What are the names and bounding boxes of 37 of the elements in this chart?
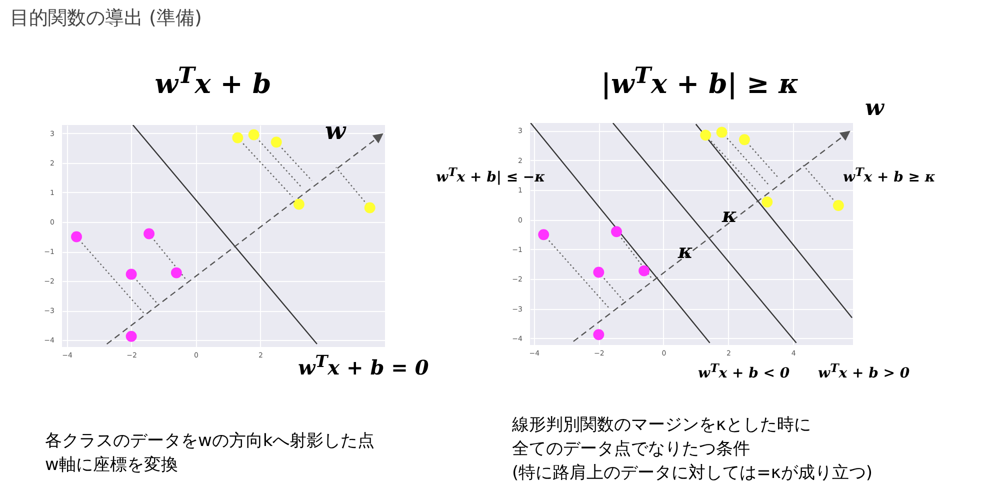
point	[762, 196, 773, 208]
text: w	[865, 95, 884, 121]
point	[126, 268, 137, 280]
point	[832, 200, 844, 211]
chart-subtitle: |w$^{T}$x + b| ≥ κ	[601, 63, 799, 100]
chart-subtitle: w$^{T}$x + b	[154, 63, 272, 100]
annotation: κ	[722, 203, 737, 227]
annotation: w	[325, 116, 346, 145]
text: w$^{T}$x + b = 0	[298, 351, 429, 380]
text: w軸に座標を変換	[45, 455, 178, 475]
text: (特に路肩上のデータに対しては=κが成り立つ)	[512, 463, 873, 483]
point	[144, 228, 155, 240]
point	[738, 134, 750, 146]
text: 線形判別関数のマージンをκとした時に	[512, 415, 812, 435]
point	[638, 265, 650, 276]
point	[611, 226, 622, 238]
text: w$^{T}$x + b > 0	[818, 361, 910, 382]
point	[593, 329, 604, 340]
chart-title: 目的関数の導出 (準備)	[10, 7, 202, 29]
point	[71, 231, 82, 242]
annotation: κ	[678, 239, 693, 263]
point	[538, 229, 550, 240]
text: 各クラスのデータをwの方向kへ射影した点	[45, 431, 375, 451]
point	[126, 330, 137, 342]
annotation: w$^{T}$x + b ≥ κ	[843, 165, 936, 186]
point	[364, 202, 376, 214]
annotation: w$^{T}$x + b| ≤ −κ	[436, 165, 546, 186]
point	[716, 126, 728, 138]
point	[700, 130, 712, 141]
point	[248, 129, 260, 140]
point	[293, 198, 304, 210]
point	[170, 267, 182, 278]
text: 全てのデータ点でなりたつ条件	[512, 439, 750, 459]
point	[270, 136, 282, 148]
point	[593, 266, 604, 278]
point	[232, 132, 244, 144]
text: w$^{T}$x + b < 0	[698, 361, 790, 382]
